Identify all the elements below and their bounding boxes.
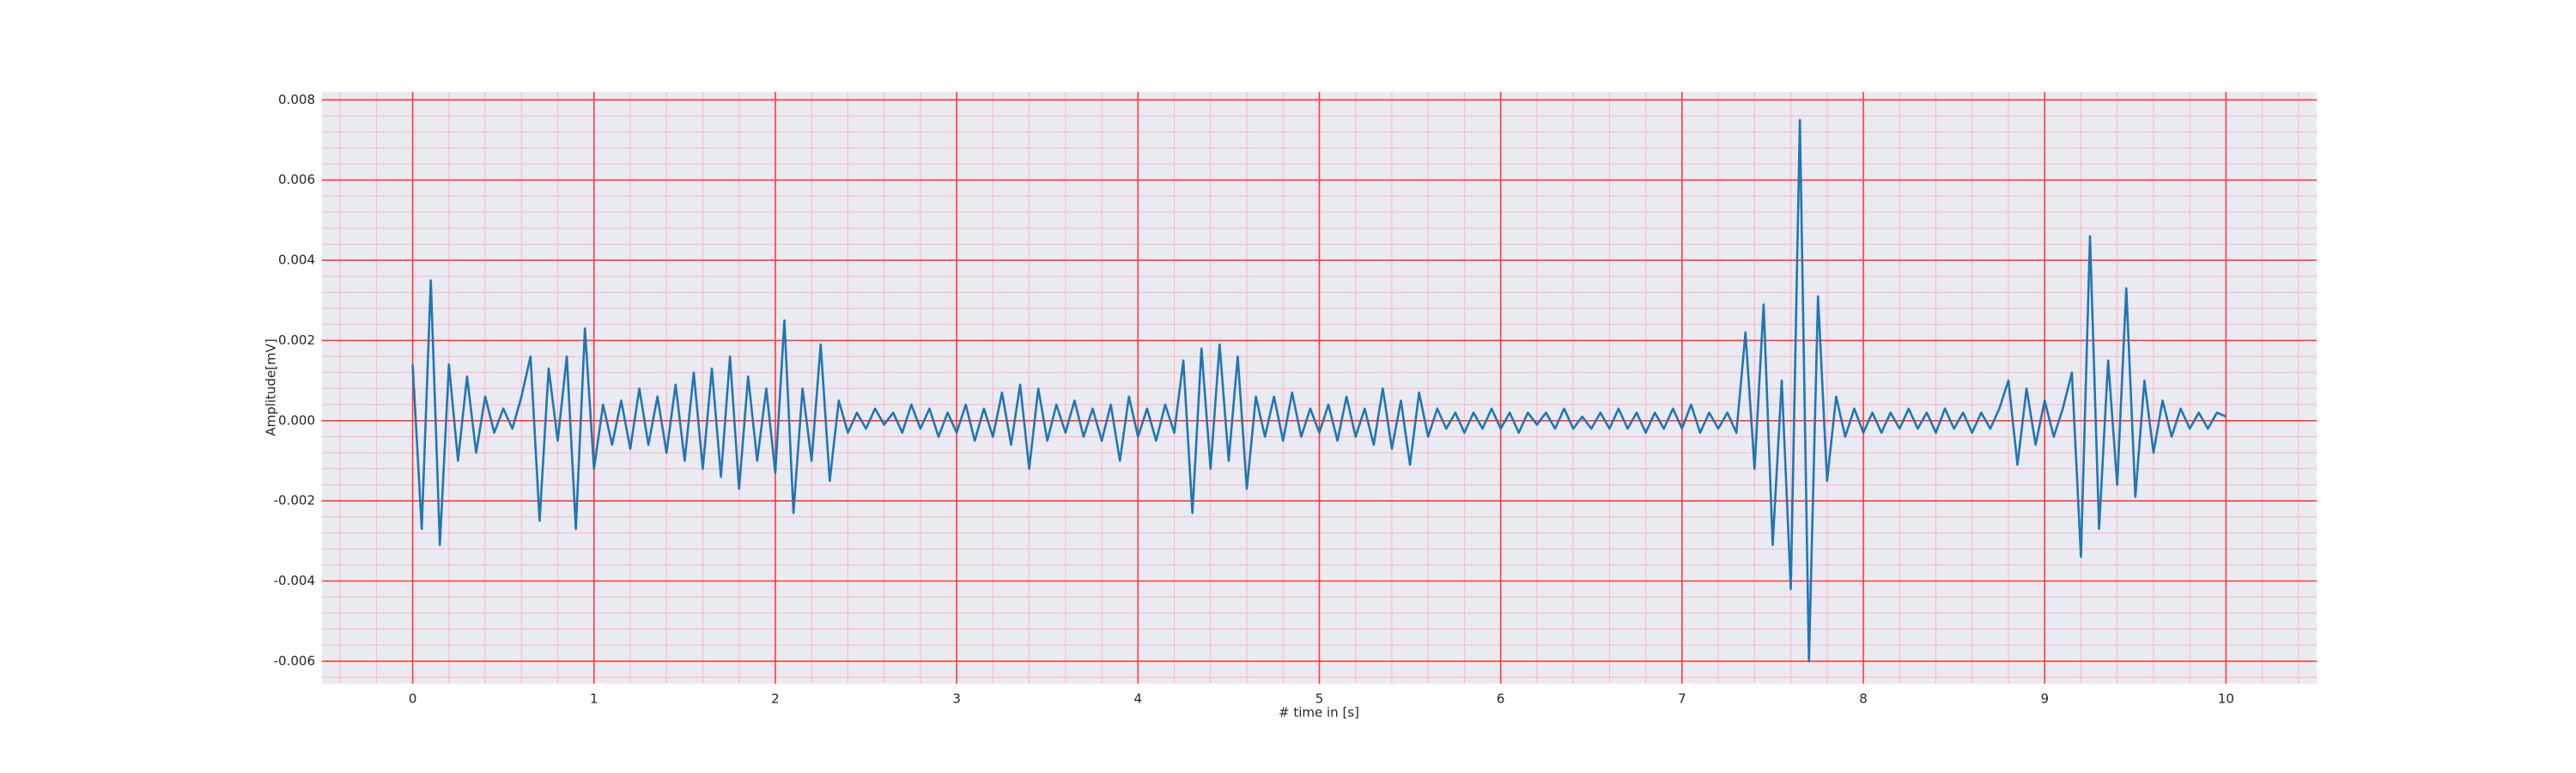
y-tick-label: -0.006 <box>274 653 315 668</box>
signal-line <box>411 119 2227 663</box>
y-tick-label: -0.004 <box>274 573 315 588</box>
x-tick-label: 3 <box>952 691 961 707</box>
y-tick-label: 0.006 <box>278 172 315 187</box>
x-tick-label: 2 <box>771 691 780 707</box>
x-tick-label: 1 <box>590 691 598 707</box>
y-axis-label: Amplitude[mV] <box>264 338 279 435</box>
x-tick-label: 9 <box>2040 691 2049 707</box>
x-tick-label: 0 <box>409 691 417 707</box>
x-tick-label: 7 <box>1678 691 1686 707</box>
marks <box>411 119 2227 663</box>
y-tick-label: 0.000 <box>278 412 315 428</box>
x-tick-label: 8 <box>1859 691 1868 707</box>
x-tick-label: 5 <box>1315 691 1324 707</box>
y-tick-label: -0.002 <box>274 493 315 508</box>
x-tick-label: 10 <box>2218 691 2234 707</box>
x-tick-label: 6 <box>1497 691 1505 707</box>
y-tick-label: 0.004 <box>278 253 315 268</box>
x-tick-label: 4 <box>1134 691 1143 707</box>
y-tick-label: 0.008 <box>278 92 315 107</box>
grid <box>322 92 2317 684</box>
x-axis-label: # time in [s] <box>1279 705 1359 721</box>
y-tick-label: 0.002 <box>278 332 315 348</box>
